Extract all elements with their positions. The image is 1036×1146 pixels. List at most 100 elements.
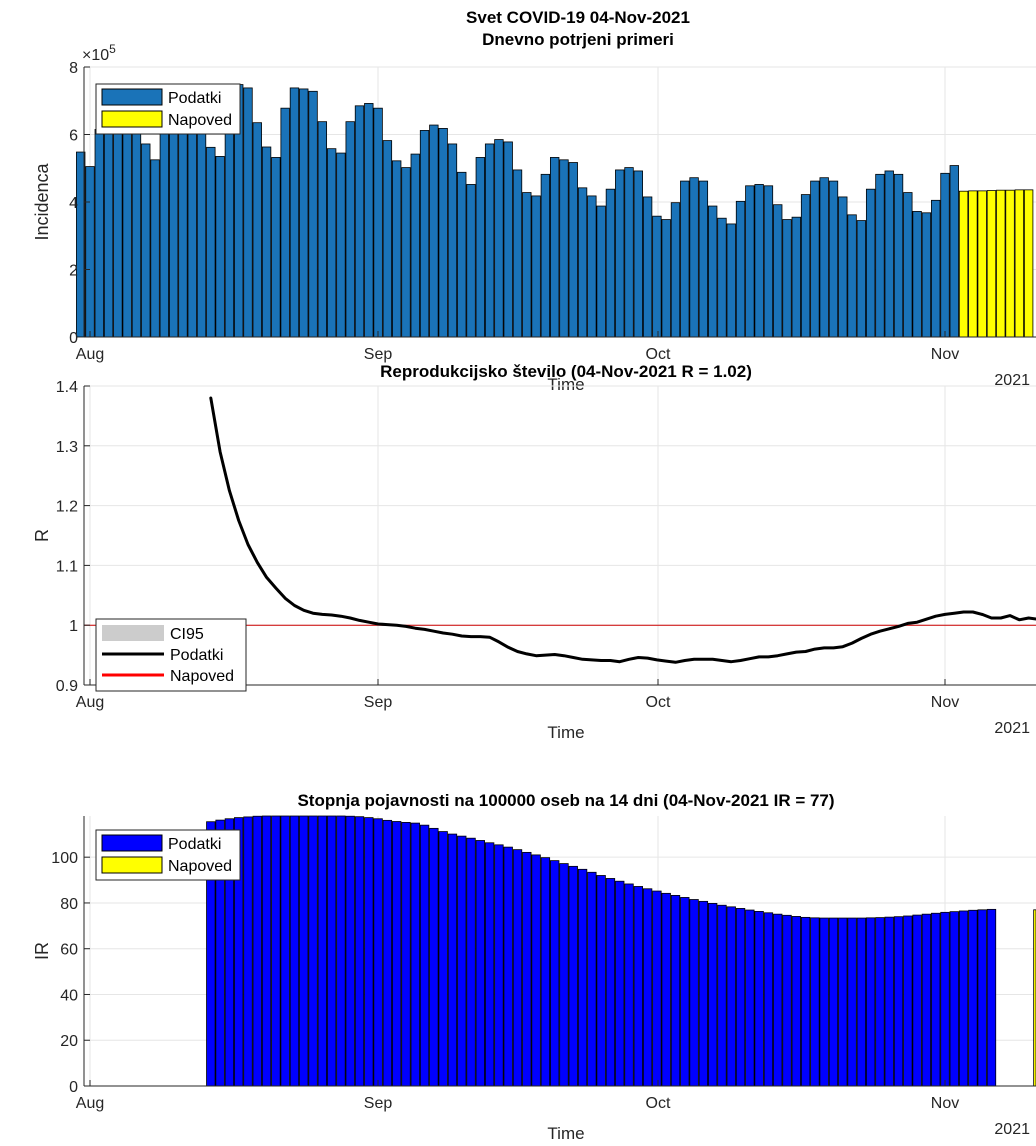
x-tick-label: Sep bbox=[364, 1095, 393, 1112]
bar-ir-podatki bbox=[735, 908, 746, 1087]
bar-ir-podatki bbox=[596, 875, 606, 1087]
bar-ir-podatki bbox=[652, 890, 662, 1087]
bar-podatki bbox=[763, 185, 774, 338]
legend-swatch bbox=[101, 856, 163, 874]
bar-ir-podatki bbox=[447, 833, 458, 1087]
bar-ir-podatki bbox=[615, 880, 625, 1087]
bar-podatki bbox=[308, 90, 318, 338]
bar-podatki bbox=[652, 215, 662, 338]
year-label: 2021 bbox=[994, 720, 1030, 737]
reproduction-panel: 0.9 1 1.1 1.2 1.3 1.4 Aug Sep Oct Nov 2021 Time R CI9… bbox=[32, 379, 1036, 742]
bar-podatki bbox=[912, 211, 922, 338]
bar-podatki bbox=[103, 132, 114, 338]
bar-podatki bbox=[949, 165, 959, 338]
bar-ir-podatki bbox=[958, 910, 969, 1087]
legend-entry: Napoved bbox=[170, 668, 234, 685]
bar-ir-podatki bbox=[345, 815, 355, 1087]
bar-ir-podatki bbox=[512, 849, 523, 1087]
bar-ir-podatki bbox=[810, 917, 820, 1087]
bar-ir-podatki bbox=[429, 827, 439, 1087]
bar-ir-podatki bbox=[568, 865, 578, 1087]
bar-podatki bbox=[642, 196, 653, 338]
y-tick-label: 80 bbox=[60, 896, 78, 913]
bar-podatki bbox=[76, 151, 86, 338]
panel-3-title: Stopnja pojavnosti na 100000 oseb na 14 … bbox=[297, 791, 834, 810]
bar-podatki bbox=[680, 180, 690, 338]
bar-ir-podatki bbox=[308, 815, 318, 1087]
x-tick-label: Nov bbox=[931, 346, 959, 363]
y-tick-label: 1.4 bbox=[56, 379, 78, 396]
bar-podatki bbox=[317, 121, 328, 338]
bar-podatki bbox=[429, 124, 439, 338]
bar-podatki bbox=[271, 157, 281, 338]
bar-podatki bbox=[289, 87, 300, 338]
bar-podatki bbox=[615, 169, 625, 338]
bar-ir-podatki bbox=[707, 903, 718, 1087]
bar-podatki bbox=[522, 192, 532, 338]
legend-entry: CI95 bbox=[170, 626, 204, 643]
bar-podatki bbox=[828, 180, 839, 338]
y-tick-label: 0 bbox=[69, 1079, 78, 1096]
bar-podatki bbox=[819, 177, 829, 338]
bar-podatki bbox=[354, 105, 365, 338]
y-tick-label: 0 bbox=[69, 330, 78, 347]
bar-ir-podatki bbox=[670, 894, 681, 1087]
legend-entry: Napoved bbox=[168, 112, 232, 129]
x-axis-label: Time bbox=[547, 723, 584, 742]
bar-ir-podatki bbox=[419, 824, 430, 1087]
y-tick-label: 6 bbox=[69, 128, 78, 145]
bar-ir-podatki bbox=[624, 883, 634, 1087]
bar-podatki bbox=[85, 166, 95, 338]
bar-podatki bbox=[475, 157, 486, 338]
y-tick-label: 1 bbox=[69, 618, 78, 635]
legend-swatch bbox=[101, 110, 163, 128]
bar-ir-podatki bbox=[326, 815, 337, 1087]
bar-ir-podatki bbox=[336, 815, 346, 1087]
bar-ir-podatki bbox=[633, 886, 643, 1087]
r-line-podatki-tail bbox=[980, 612, 1036, 622]
bar-podatki bbox=[605, 188, 616, 338]
bar-napoved bbox=[1005, 189, 1015, 338]
bar-ir-podatki bbox=[800, 916, 811, 1087]
bar-podatki bbox=[224, 98, 235, 338]
bar-podatki bbox=[466, 184, 476, 338]
panel-2-title: Reprodukcijsko število (04-Nov-2021 R = … bbox=[380, 362, 752, 381]
bar-ir-podatki bbox=[977, 909, 987, 1087]
legend-entry: Podatki bbox=[168, 90, 221, 107]
year-label: 2021 bbox=[994, 1121, 1030, 1138]
bar-ir-podatki bbox=[986, 908, 997, 1087]
bar-podatki bbox=[689, 177, 699, 338]
x-axis-label: Time bbox=[547, 1124, 584, 1143]
bar-podatki bbox=[559, 159, 569, 338]
bar-podatki bbox=[252, 122, 262, 338]
bar-ir-podatki bbox=[373, 818, 383, 1087]
bar-napoved bbox=[1023, 189, 1034, 338]
x-tick-label: Nov bbox=[931, 694, 959, 711]
bar-podatki bbox=[401, 167, 411, 338]
bar-podatki bbox=[345, 121, 355, 338]
bar-ir-podatki bbox=[438, 831, 448, 1087]
bar-ir-podatki bbox=[893, 916, 904, 1087]
y-tick-label: 40 bbox=[60, 987, 78, 1004]
bar-ir-podatki bbox=[392, 821, 402, 1087]
bar-ir-podatki bbox=[819, 917, 829, 1087]
bar-ir-podatki bbox=[577, 868, 588, 1087]
bar-podatki bbox=[382, 140, 393, 338]
y-tick-label: 60 bbox=[60, 942, 78, 959]
bar-podatki bbox=[903, 192, 913, 338]
bar-ir-podatki bbox=[912, 914, 922, 1087]
x-tick-label: Sep bbox=[364, 694, 393, 711]
y-tick-label: 20 bbox=[60, 1033, 78, 1050]
bar-podatki bbox=[94, 129, 104, 338]
bar-ir-podatki bbox=[605, 878, 616, 1087]
bar-ir-podatki bbox=[782, 914, 792, 1087]
bar-podatki bbox=[280, 107, 290, 338]
bar-ir-podatki bbox=[299, 815, 309, 1087]
bar-podatki bbox=[931, 199, 941, 338]
bar-ir-podatki bbox=[457, 835, 467, 1087]
legend-entry: Podatki bbox=[168, 836, 221, 853]
bar-podatki bbox=[457, 171, 467, 338]
y-tick-label: 1.2 bbox=[56, 499, 78, 516]
bar-napoved bbox=[996, 189, 1006, 338]
